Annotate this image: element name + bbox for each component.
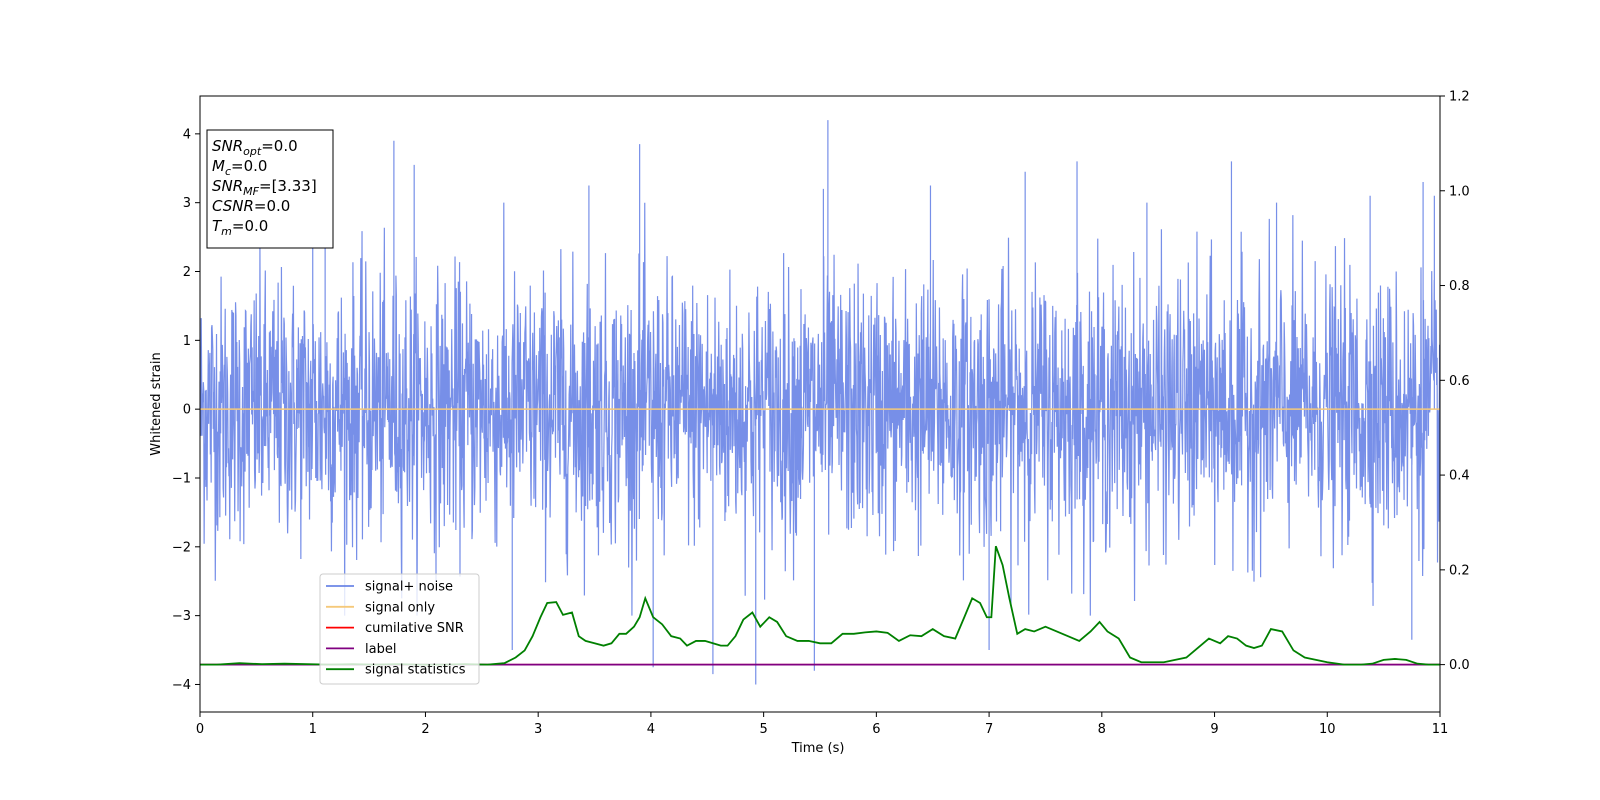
y-tick-label: −4: [172, 678, 191, 693]
y2-tick-label: 1.0: [1449, 184, 1470, 199]
y-tick-label: 3: [183, 196, 191, 211]
y-tick-label: −1: [172, 471, 191, 486]
legend-item-label: label: [365, 642, 396, 657]
annotation-line: Mc=0.0: [212, 157, 267, 178]
legend-item-label: signal statistics: [365, 663, 466, 678]
annotation-line: SNRopt=0.0: [212, 137, 298, 158]
y-tick-label: 1: [183, 334, 191, 349]
y-tick-label: 4: [183, 127, 191, 142]
y2-tick-label: 0.6: [1449, 374, 1470, 389]
y-tick-label: 0: [183, 403, 191, 418]
series-signal-noise: [200, 120, 1440, 685]
legend-item-label: cumilative SNR: [365, 621, 464, 636]
x-tick-label: 11: [1432, 722, 1449, 737]
legend-frame: [319, 573, 480, 685]
y2-tick-label: 0.0: [1449, 658, 1470, 673]
axis-ticks: 0 1 2 3 4 5 6 7 8 9 10 11 −4 −3 −2 −1 0 1 2 3 4 0.0 0.2 0.4 0.6 0…: [172, 90, 1470, 738]
series-signal-statistics: [200, 545, 1440, 666]
plot-frame: [199, 95, 1441, 713]
annotation-frame: [206, 129, 334, 249]
x-tick-label: 2: [421, 722, 429, 737]
x-tick-label: 8: [1098, 722, 1106, 737]
x-tick-label: 4: [647, 722, 655, 737]
y-tick-label: −2: [172, 540, 191, 555]
x-tick-label: 3: [534, 722, 542, 737]
legend-item-label: signal+ noise: [365, 580, 453, 595]
x-tick-label: 0: [196, 722, 204, 737]
legend-item-label: signal only: [365, 600, 435, 615]
x-tick-label: 6: [872, 722, 880, 737]
annotation-line: Tm=0.0: [212, 217, 268, 238]
x-tick-label: 1: [309, 722, 317, 737]
x-axis-title: Time (s): [791, 741, 845, 756]
x-tick-label: 9: [1210, 722, 1218, 737]
annotation-line: SNRMF=[3.33]: [212, 177, 317, 198]
y2-tick-label: 1.2: [1449, 90, 1470, 105]
y-tick-label: −3: [172, 609, 191, 624]
y-axis-title: Whitened strain: [149, 352, 164, 455]
y2-tick-label: 0.2: [1449, 563, 1470, 578]
y2-tick-label: 0.4: [1449, 469, 1470, 484]
x-tick-label: 7: [985, 722, 993, 737]
y2-tick-label: 0.8: [1449, 279, 1470, 294]
y-tick-label: 2: [183, 265, 191, 280]
x-tick-label: 5: [759, 722, 767, 737]
legend: signal+ noise signal only cumilative SNR la…: [319, 573, 480, 685]
annotation-line: CSNR=0.0: [212, 197, 290, 215]
x-tick-label: 10: [1319, 722, 1336, 737]
